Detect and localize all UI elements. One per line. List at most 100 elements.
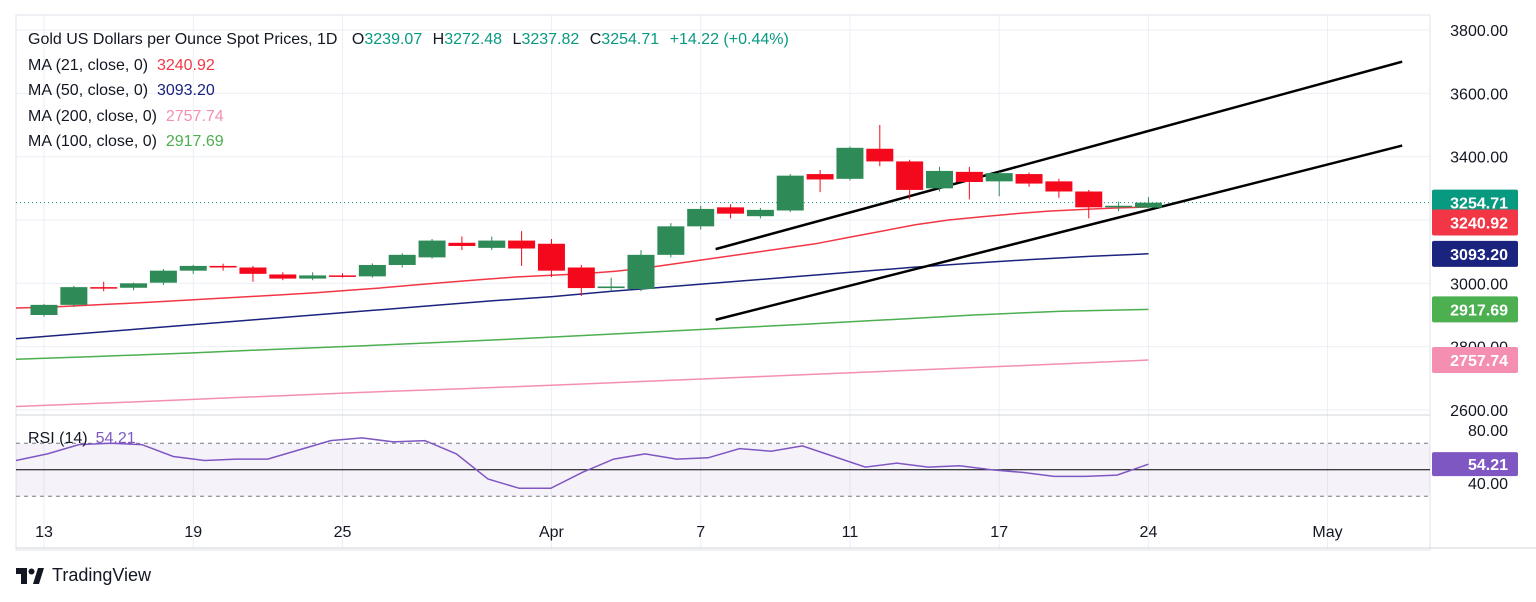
candle-body bbox=[627, 254, 655, 290]
price-tick-label: 2600.00 bbox=[1450, 403, 1508, 420]
candle-body bbox=[60, 287, 88, 305]
ma-legend-row[interactable]: MA (200, close, 0) 2757.74 bbox=[28, 104, 789, 130]
candle-body bbox=[30, 304, 58, 315]
candles bbox=[30, 125, 1162, 317]
price-badge bbox=[1432, 296, 1518, 323]
candle-body bbox=[717, 207, 745, 214]
rsi-tick-label: 40.00 bbox=[1468, 476, 1508, 493]
price-badge bbox=[1432, 189, 1518, 216]
candle-body bbox=[746, 209, 774, 217]
candle-body bbox=[388, 254, 416, 265]
tradingview-logo-icon bbox=[16, 567, 44, 584]
candle-body bbox=[597, 286, 625, 289]
price-badge bbox=[1432, 209, 1518, 236]
x-tick-label: May bbox=[1312, 524, 1342, 541]
ma-label: MA (21, close, 0) bbox=[28, 56, 149, 74]
ma-label: MA (50, close, 0) bbox=[28, 82, 149, 99]
trend-channel bbox=[715, 60, 1403, 321]
candle-body bbox=[1015, 174, 1043, 184]
candle-body bbox=[1075, 191, 1103, 208]
ohlc-open-value: 3239.07 bbox=[364, 31, 423, 48]
moving-average-lines bbox=[15, 206, 1149, 408]
price-tick-label: 3600.00 bbox=[1450, 86, 1508, 103]
price-badge bbox=[1432, 240, 1518, 267]
candle-body bbox=[299, 275, 327, 279]
candle-body bbox=[269, 274, 297, 279]
ohlc-open-key: O bbox=[351, 31, 365, 48]
price-badge-text: 3254.71 bbox=[1450, 196, 1508, 213]
rsi-label: RSI (14) bbox=[28, 430, 88, 447]
candle-body bbox=[1045, 181, 1073, 192]
x-tick-label: 19 bbox=[184, 524, 202, 541]
x-tick-label: 24 bbox=[1140, 524, 1158, 541]
price-badge-text: 2757.74 bbox=[1450, 353, 1508, 370]
ohlc-high-key: H bbox=[432, 31, 445, 48]
candle-body bbox=[358, 264, 386, 277]
price-change: +14.22 (+0.44%) bbox=[669, 31, 789, 48]
ohlc-close-value: 3254.71 bbox=[601, 31, 660, 48]
price-tick-label: 3400.00 bbox=[1450, 150, 1508, 167]
x-tick-label: 13 bbox=[35, 524, 53, 541]
ma-value: 3093.20 bbox=[156, 82, 215, 99]
candle-body bbox=[567, 267, 595, 289]
symbol-row: Gold US Dollars per Ounce Spot Prices, 1… bbox=[28, 27, 789, 53]
candle-body bbox=[896, 161, 924, 190]
candle-body bbox=[239, 267, 267, 274]
price-tick-label: 3000.00 bbox=[1450, 276, 1508, 293]
candle-body bbox=[537, 243, 565, 271]
ohlc-low-key: L bbox=[512, 31, 522, 48]
rsi-value: 54.21 bbox=[95, 430, 136, 447]
channel-line bbox=[715, 144, 1403, 321]
plot-frame bbox=[15, 14, 1431, 551]
x-tick-label: Apr bbox=[539, 524, 565, 541]
candle-body bbox=[90, 287, 118, 289]
ma-line-ma21 bbox=[15, 206, 1149, 309]
candle-body bbox=[926, 170, 953, 189]
ma-line-ma200 bbox=[15, 359, 1149, 408]
candle-body bbox=[418, 240, 446, 258]
rsi-tick-label: 80.00 bbox=[1468, 423, 1508, 440]
candle-body bbox=[478, 240, 506, 248]
ohlc-close-key: C bbox=[589, 31, 602, 48]
ohlc-high-value: 3272.48 bbox=[444, 31, 503, 48]
ma-legend-row[interactable]: MA (100, close, 0) 2917.69 bbox=[28, 129, 789, 155]
candle-body bbox=[776, 175, 804, 211]
price-badge-text: 3240.92 bbox=[1450, 216, 1508, 233]
x-tick-label: 17 bbox=[990, 524, 1008, 541]
ohlc-low-value: 3237.82 bbox=[521, 31, 580, 48]
rsi-line bbox=[15, 437, 1149, 490]
candle-body bbox=[687, 208, 715, 227]
x-tick-label: 7 bbox=[696, 524, 705, 541]
rsi-value-badge bbox=[1432, 452, 1518, 477]
ma-value: 2917.69 bbox=[165, 133, 224, 150]
ma-line-ma100 bbox=[15, 308, 1149, 361]
axes: 3800.003600.003400.003000.002800.002600.… bbox=[35, 23, 1518, 541]
x-tick-label: 11 bbox=[842, 524, 859, 541]
ma-value: 2757.74 bbox=[165, 107, 224, 125]
ma-legend-row[interactable]: MA (50, close, 0) 3093.20 bbox=[28, 78, 789, 104]
candle-body bbox=[955, 171, 983, 182]
x-tick-label: 25 bbox=[334, 524, 352, 541]
candle-body bbox=[866, 148, 894, 162]
candle-body bbox=[448, 242, 476, 246]
candle-body bbox=[508, 240, 536, 249]
price-tick-label: 3800.00 bbox=[1450, 23, 1508, 40]
candle-body bbox=[1105, 205, 1133, 208]
ma-line-ma50 bbox=[15, 253, 1149, 340]
rsi-value-badge-text: 54.21 bbox=[1468, 457, 1508, 474]
ma-legend-row[interactable]: MA (21, close, 0) 3240.92 bbox=[28, 53, 789, 79]
ma-label: MA (100, close, 0) bbox=[28, 133, 157, 150]
symbol-title: Gold US Dollars per Ounce Spot Prices, 1… bbox=[28, 31, 338, 48]
candle-body bbox=[149, 270, 177, 283]
candle-body bbox=[806, 174, 834, 180]
candle-body bbox=[329, 275, 356, 277]
tradingview-logo[interactable]: TradingView bbox=[16, 565, 151, 586]
candle-body bbox=[1134, 202, 1162, 208]
ma-label: MA (200, close, 0) bbox=[28, 107, 157, 125]
price-badge bbox=[1432, 347, 1518, 374]
channel-line bbox=[715, 60, 1403, 251]
rsi-pane bbox=[15, 437, 1430, 497]
rsi-legend[interactable]: RSI (14) 54.21 bbox=[28, 430, 136, 448]
legend: Gold US Dollars per Ounce Spot Prices, 1… bbox=[28, 27, 789, 155]
